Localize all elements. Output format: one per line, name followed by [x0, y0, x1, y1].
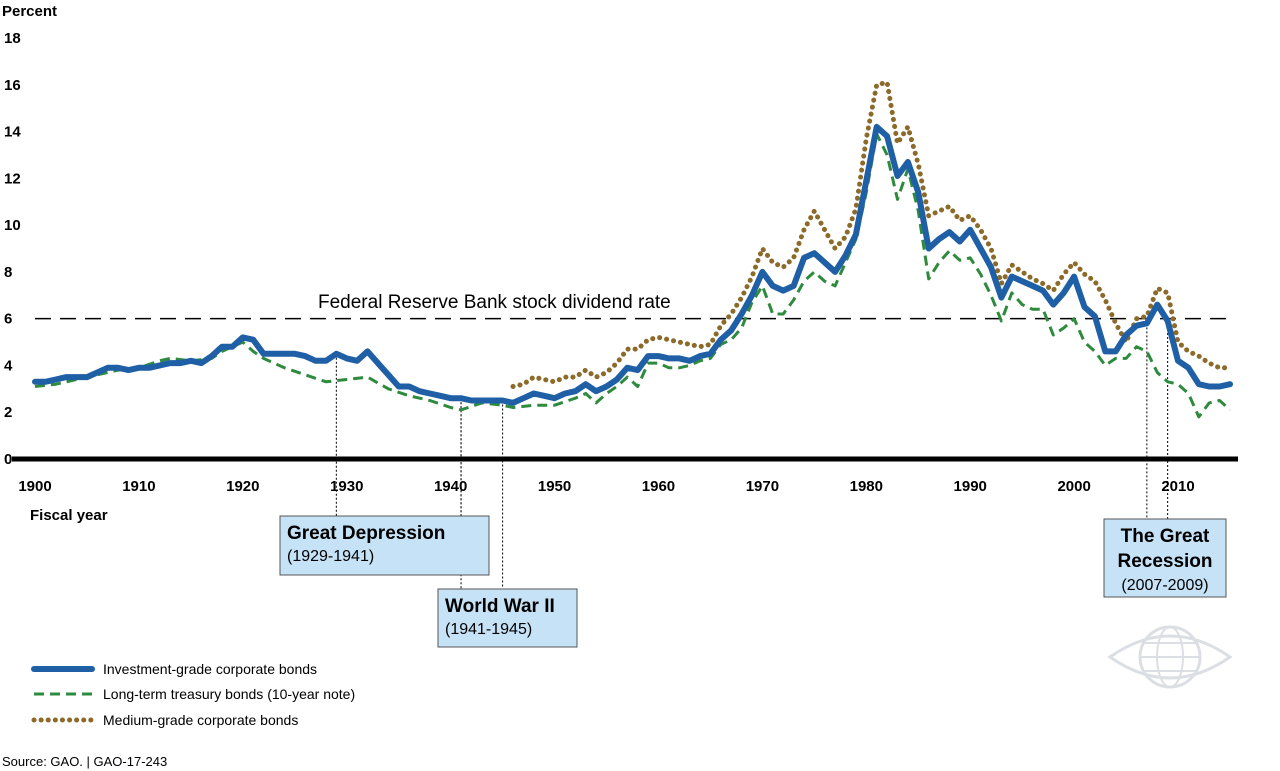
y-tick-label: 12 [4, 170, 21, 187]
x-tick-label: 1940 [434, 478, 467, 495]
y-tick-label: 2 [4, 404, 12, 421]
source-note: Source: GAO. | GAO-17-243 [2, 754, 167, 769]
series-line-solid [32, 123, 1233, 406]
y-tick-label: 6 [4, 311, 12, 328]
y-tick-label: 18 [4, 30, 21, 47]
annotation-box [1103, 518, 1227, 598]
annotation-title: The Great [1121, 526, 1210, 547]
x-tick-labels: 1900 1910 1920 1930 1940 1950 1960 1970 1980 1990… [18, 478, 1194, 495]
legend: Investment-grade corporate bonds Long-ter… [31, 661, 355, 728]
y-tick-label: 16 [4, 77, 21, 94]
x-tick-label: 1990 [954, 478, 987, 495]
watermark-logo [1107, 625, 1233, 689]
annotation-box [279, 515, 490, 576]
annotation-boxes: Great Depression (1929-1941) World War II (… [279, 515, 1227, 648]
reference-line-group: Federal Reserve Bank stock dividend rate [35, 292, 1230, 320]
y-tick-label: 4 [4, 357, 13, 374]
annotation-dates: (2007-2009) [1121, 577, 1208, 594]
x-tick-label: 1900 [18, 478, 51, 495]
y-tick-label: 8 [4, 264, 12, 281]
series-line-dotted [510, 79, 1233, 389]
annotation-title: Great Depression [287, 523, 445, 544]
x-tick-label: 1980 [850, 478, 883, 495]
reference-line-label: Federal Reserve Bank stock dividend rate [318, 292, 671, 313]
y-tick-label: 14 [4, 124, 21, 141]
y-tick-label: 10 [4, 217, 21, 234]
annotation-title: Recession [1117, 551, 1212, 572]
annotation-box [437, 588, 578, 648]
y-tick-label: 0 [4, 451, 12, 468]
x-tick-label: 1960 [642, 478, 675, 495]
x-tick-label: 1950 [538, 478, 571, 495]
x-tick-label: 1970 [746, 478, 779, 495]
x-tick-label: 2010 [1161, 478, 1194, 495]
annotation-title: World War II [445, 596, 555, 617]
annotation-dates: (1929-1941) [287, 548, 374, 565]
x-tick-label: 2000 [1057, 478, 1090, 495]
series-line-dashed [34, 132, 1232, 419]
x-tick-label: 1910 [122, 478, 155, 495]
y-tick-labels: 0 2 4 6 8 10 12 14 16 18 [4, 30, 21, 468]
x-tick-label: 1930 [330, 478, 363, 495]
legend-label: Investment-grade corporate bonds [103, 661, 317, 677]
x-axis-title: Fiscal year [30, 507, 108, 524]
y-axis-title: Percent [2, 3, 57, 20]
x-tick-label: 1920 [226, 478, 259, 495]
series-layer [32, 79, 1233, 419]
annotation-dates: (1941-1945) [445, 621, 532, 638]
legend-label: Long-term treasury bonds (10-year note) [103, 686, 355, 702]
legend-label: Medium-grade corporate bonds [103, 712, 298, 728]
